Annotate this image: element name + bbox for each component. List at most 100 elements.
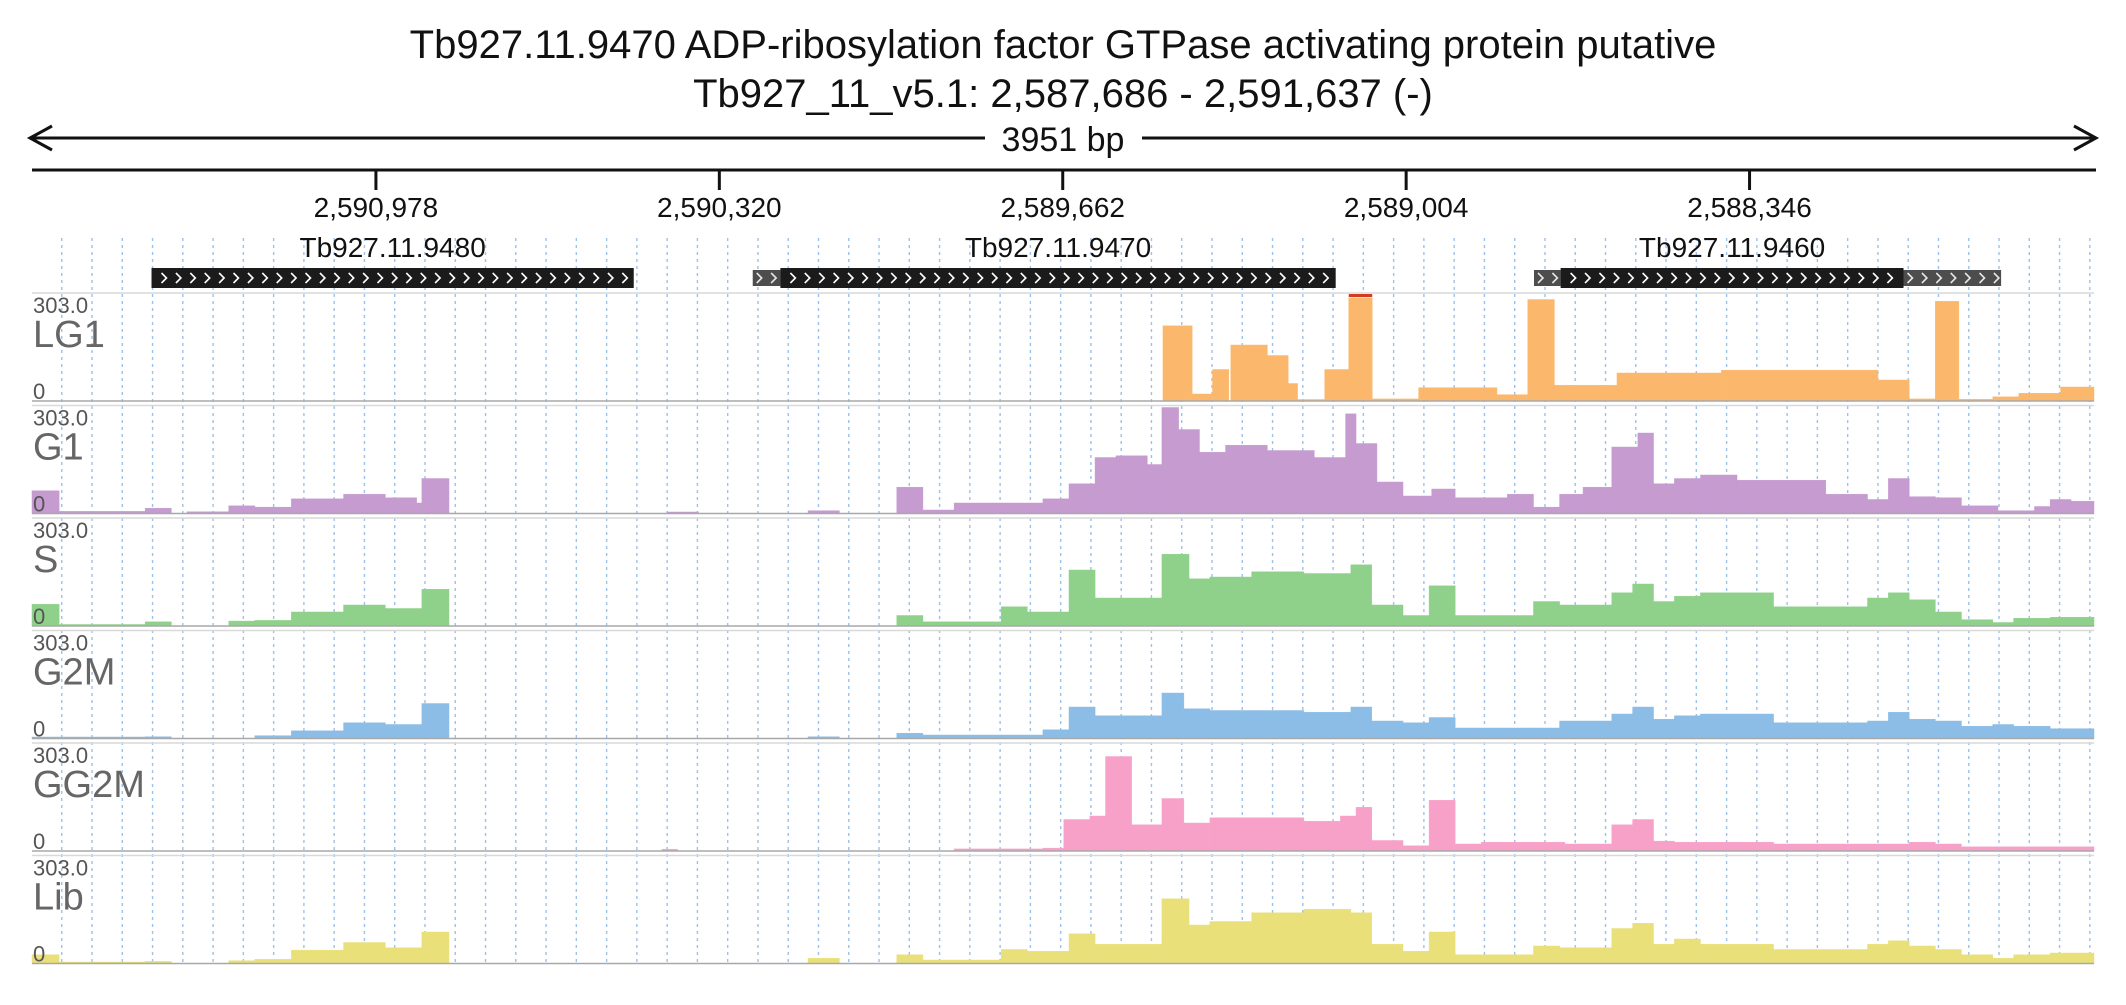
- coverage-bar: [1209, 817, 1305, 852]
- strand-chevron: [1293, 272, 1301, 284]
- strand-chevron: [833, 272, 840, 284]
- gene-cds: [1560, 268, 1904, 288]
- strand-chevron: [175, 272, 183, 284]
- coverage-bar: [228, 505, 256, 514]
- strand-chevron: [420, 272, 427, 284]
- coverage-bar: [1992, 957, 2014, 964]
- strand-chevron: [1656, 272, 1664, 284]
- coverage-bar: [421, 931, 450, 964]
- coverage-bar: [1825, 493, 1868, 514]
- coverage-bar: [1251, 571, 1305, 627]
- coverage-bar: [1908, 841, 1936, 852]
- strand-chevron: [1757, 272, 1764, 284]
- coverage-bar: [421, 478, 450, 514]
- strand-chevron: [1584, 272, 1592, 284]
- coverage-bar: [1094, 943, 1163, 964]
- strand-chevron: [1978, 272, 1986, 284]
- coverage-bar: [254, 506, 292, 514]
- coverage-bar: [1653, 840, 1675, 852]
- coverage-bar: [1355, 806, 1372, 852]
- strand-chevron: [232, 272, 240, 284]
- coverage-bar: [2060, 386, 2095, 402]
- track-ymin-label: 0: [33, 717, 45, 742]
- coverage-bar: [1371, 720, 1404, 739]
- coverage-bar: [2049, 616, 2095, 627]
- ruler-ticks: 2,590,978 2,590,320 2,589,662 2,589,004 2,58…: [314, 170, 1812, 223]
- strand-chevron: [1800, 272, 1808, 284]
- coverage-bar: [1653, 943, 1675, 964]
- track-name: G2M: [33, 652, 115, 694]
- coverage-bar: [1935, 497, 1962, 514]
- strand-chevron: [434, 272, 442, 284]
- coverage-bar: [2070, 500, 2095, 514]
- strand-chevron: [1858, 272, 1865, 284]
- coverage-bar: [2049, 952, 2095, 964]
- strand-chevron: [1814, 272, 1822, 284]
- coverage-bar: [1935, 611, 1962, 627]
- ruler-tick-label: 2,589,004: [1344, 192, 1469, 223]
- strand-chevron: [770, 272, 778, 284]
- strand-chevron: [1872, 272, 1880, 284]
- strand-chevron: [876, 272, 883, 284]
- strand-chevron: [304, 272, 312, 284]
- coverage-bar: [1212, 369, 1230, 402]
- coverage-bar: [1355, 443, 1378, 514]
- coverage-bar: [1161, 407, 1179, 514]
- coverage-bar: [291, 611, 344, 627]
- coverage-bar: [2049, 728, 2095, 739]
- coverage-bar: [291, 949, 344, 964]
- coverage-bar: [1700, 943, 1774, 964]
- strand-chevron: [1742, 272, 1750, 284]
- gene-cds: [780, 268, 1336, 288]
- strand-chevron: [756, 272, 763, 284]
- track-name: GG2M: [33, 764, 145, 806]
- coverage-bar: [385, 608, 423, 627]
- track-name: Lib: [33, 877, 84, 919]
- coverage-bar: [896, 732, 924, 739]
- strand-chevron: [1135, 272, 1143, 284]
- coverage-bar: [1402, 845, 1430, 852]
- strand-chevron: [506, 272, 514, 284]
- coverage-bar: [1094, 715, 1163, 739]
- coverage-bar: [1089, 815, 1106, 852]
- coverage-bar: [1773, 843, 1910, 852]
- coverage-bar: [291, 730, 344, 739]
- coverage-bar: [1191, 393, 1213, 402]
- coverage-bar: [1554, 384, 1618, 402]
- strand-chevron: [592, 272, 600, 284]
- coverage-tracks: 303.0LG10303.0G10303.0S0303.0G2M0303.0GG…: [31, 292, 2095, 967]
- coverage-bar: [1877, 379, 1910, 402]
- strand-chevron: [1049, 272, 1056, 284]
- strand-chevron: [1570, 272, 1577, 284]
- coverage-bar: [1418, 387, 1498, 402]
- strand-chevron: [933, 272, 941, 284]
- coverage-bar: [1935, 720, 1962, 739]
- coverage-bar: [1564, 843, 1613, 852]
- strand-chevron: [1034, 272, 1042, 284]
- coverage-bar: [343, 493, 386, 514]
- coverage-bar: [1068, 933, 1096, 964]
- coverage-bar: [1908, 718, 1936, 739]
- coverage-bar: [1115, 455, 1148, 514]
- strand-chevron: [1950, 272, 1957, 284]
- strand-chevron: [1598, 272, 1606, 284]
- coverage-bar: [1773, 949, 1868, 964]
- coverage-bar: [416, 502, 423, 514]
- strand-chevron: [348, 272, 355, 284]
- coverage-bar: [1632, 922, 1654, 964]
- coverage-bar: [1402, 495, 1433, 514]
- coverage-bar: [1888, 940, 1910, 964]
- strand-chevron: [818, 272, 826, 284]
- coverage-bar: [1454, 615, 1534, 627]
- strand-chevron: [1020, 272, 1027, 284]
- coverage-bar: [1454, 727, 1534, 739]
- coverage-bar: [1961, 619, 1994, 627]
- coverage-bar: [1582, 486, 1613, 514]
- coverage-bar: [1183, 822, 1211, 852]
- coverage-bar: [1773, 606, 1868, 627]
- coverage-bar: [1632, 583, 1654, 627]
- coverage-bar: [1094, 597, 1163, 627]
- coverage-bar: [1674, 478, 1701, 514]
- coverage-bar: [896, 486, 924, 514]
- coverage-bar: [1000, 949, 1028, 964]
